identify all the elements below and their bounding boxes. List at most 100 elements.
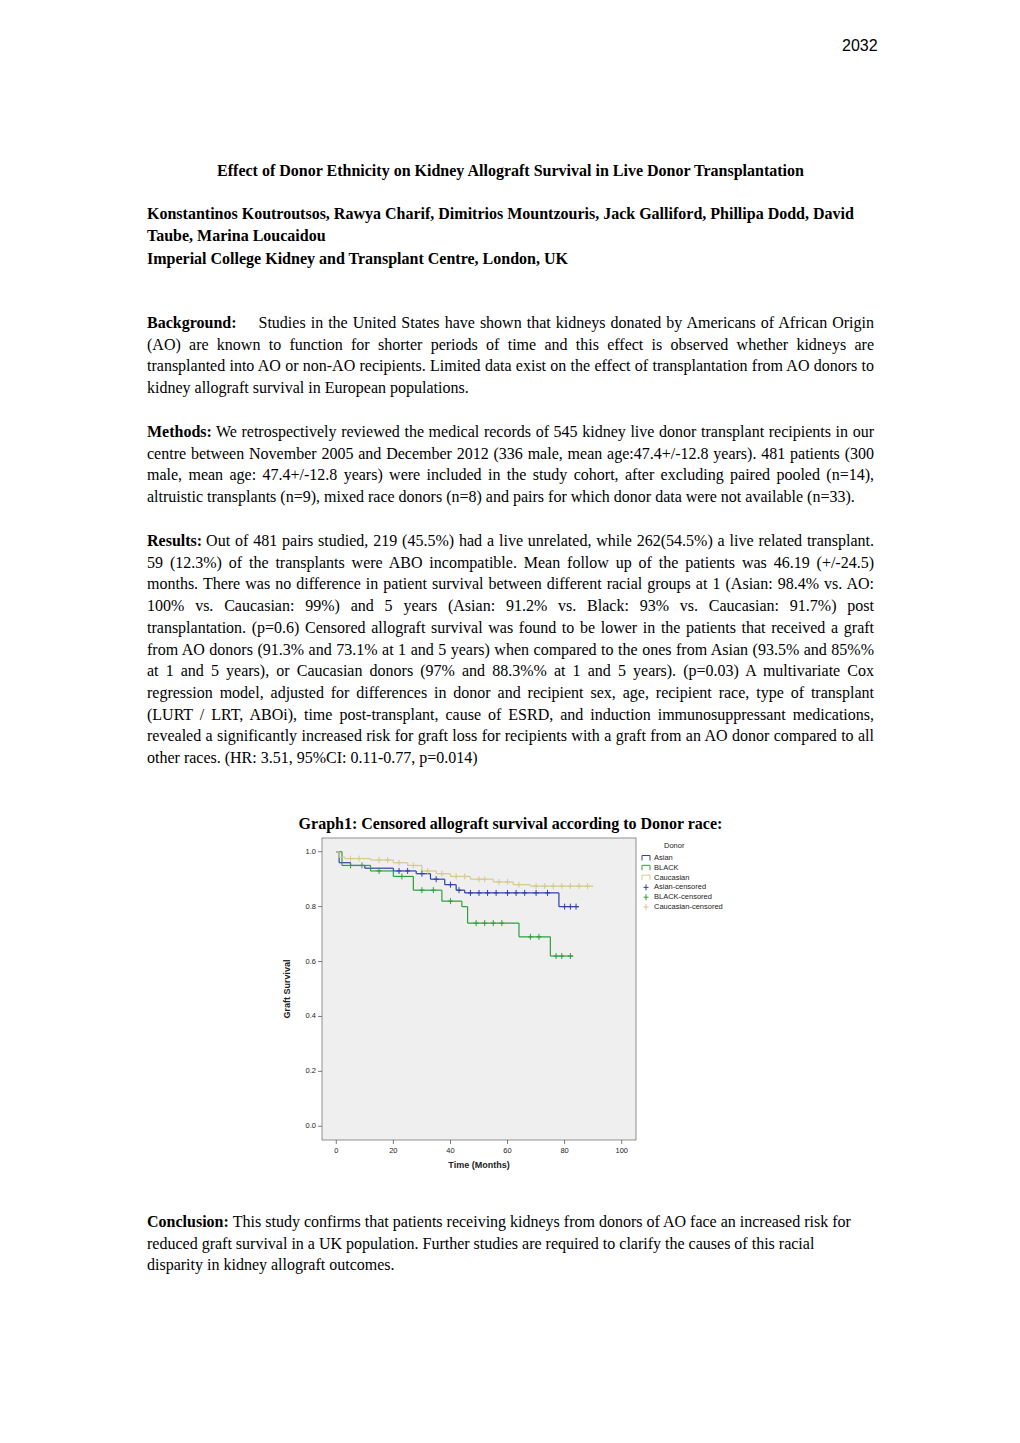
plot-frame	[322, 838, 636, 1140]
title: Effect of Donor Ethnicity on Kidney Allo…	[147, 160, 874, 182]
x-tick-label: 60	[503, 1146, 511, 1155]
step-drop	[341, 852, 342, 866]
step-drop	[550, 937, 551, 956]
censor-mark	[499, 920, 504, 926]
censor-mark	[348, 862, 353, 868]
censor-mark	[528, 934, 533, 940]
legend-symbol	[644, 904, 649, 910]
censor-mark	[477, 890, 482, 896]
censor-mark	[494, 890, 499, 896]
x-tick	[450, 1140, 451, 1144]
x-tick	[621, 1140, 622, 1144]
step-drop	[518, 923, 519, 937]
censor-mark	[559, 953, 564, 959]
censor-mark	[534, 890, 539, 896]
censor-mark	[551, 883, 556, 889]
censor-mark	[542, 883, 547, 889]
censor-mark	[568, 953, 573, 959]
step-segment	[450, 876, 470, 877]
step-segment	[413, 890, 442, 891]
censor-mark	[419, 887, 424, 893]
legend-label: Caucasian-censored	[654, 902, 723, 911]
step-segment	[513, 884, 530, 885]
y-tick	[318, 1126, 322, 1127]
censor-mark	[377, 868, 382, 874]
plot-marks	[336, 852, 593, 959]
step-segment	[493, 881, 513, 882]
censor-mark	[357, 856, 362, 862]
authors: Konstantinos Koutroutsos, Rawya Charif, …	[147, 203, 874, 247]
censor-mark	[359, 862, 364, 868]
censor-mark	[505, 879, 510, 885]
step-drop	[430, 874, 431, 879]
x-axis-title: Time (Months)	[448, 1160, 509, 1170]
legend-symbol	[642, 865, 650, 870]
censor-mark	[585, 883, 590, 889]
step-segment	[519, 936, 550, 937]
censor-mark	[568, 904, 573, 910]
censor-mark	[439, 871, 444, 877]
paragraph-text: This study confirms that patients receiv…	[147, 1213, 851, 1273]
conclusion-paragraph: Conclusion:This study confirms that pati…	[147, 1211, 874, 1276]
censor-mark	[554, 953, 559, 959]
censor-mark	[514, 890, 519, 896]
censor-mark	[454, 873, 459, 879]
censor-mark	[568, 883, 573, 889]
censor-mark	[348, 856, 353, 862]
y-tick	[318, 961, 322, 962]
heading: Results:	[147, 532, 202, 549]
censor-mark	[448, 898, 453, 904]
censor-mark	[562, 904, 567, 910]
censor-mark	[411, 862, 416, 868]
censor-mark	[482, 876, 487, 882]
censor-mark	[516, 882, 521, 888]
step-drop	[467, 907, 468, 923]
legend-symbol	[642, 856, 650, 861]
legend-symbol	[642, 875, 650, 880]
paragraph-text: We retrospectively reviewed the medical …	[147, 423, 874, 505]
page-number: 2032	[842, 37, 878, 55]
censor-mark	[397, 860, 402, 866]
censor-mark	[474, 920, 479, 926]
step-drop	[339, 852, 340, 857]
y-tick	[318, 851, 322, 852]
heading: Conclusion:	[147, 1213, 229, 1230]
step-drop	[444, 879, 445, 884]
censor-mark	[522, 890, 527, 896]
censor-mark	[397, 868, 402, 874]
y-tick-label: 1.0	[306, 847, 316, 856]
step-drop	[456, 885, 457, 890]
censor-mark	[505, 890, 510, 896]
step-segment	[470, 879, 493, 880]
y-tick	[318, 906, 322, 907]
censor-mark	[434, 876, 439, 882]
step-segment	[339, 862, 350, 863]
censor-mark	[405, 868, 410, 874]
legend-label: BLACK	[654, 863, 679, 872]
y-tick	[318, 1071, 322, 1072]
step-drop	[461, 901, 462, 906]
affiliation: Imperial College Kidney and Transplant C…	[147, 248, 874, 270]
y-tick-label: 0.4	[306, 1011, 316, 1020]
step-segment	[339, 857, 345, 858]
step-drop	[558, 893, 559, 907]
censor-mark	[559, 883, 564, 889]
paragraph-text: Studies in the United States have shown …	[147, 314, 874, 396]
legend-symbol	[644, 884, 649, 890]
figure-caption: Graph1: Censored allograft survival acco…	[147, 813, 874, 834]
censor-mark	[496, 879, 501, 885]
censor-mark	[576, 883, 581, 889]
censor-mark	[491, 920, 496, 926]
censor-mark	[377, 857, 382, 863]
censor-mark	[536, 934, 541, 940]
y-tick	[318, 1016, 322, 1017]
legend-label: BLACK-censored	[654, 892, 712, 901]
legend-label: Asian	[654, 853, 673, 862]
y-tick-label: 0.6	[306, 957, 316, 966]
methods-paragraph: Methods:We retrospectively reviewed the …	[147, 421, 874, 508]
x-tick-label: 40	[446, 1146, 454, 1155]
step-drop	[413, 876, 414, 890]
censor-mark	[448, 882, 453, 888]
x-tick-label: 20	[389, 1146, 397, 1155]
censor-mark	[574, 904, 579, 910]
